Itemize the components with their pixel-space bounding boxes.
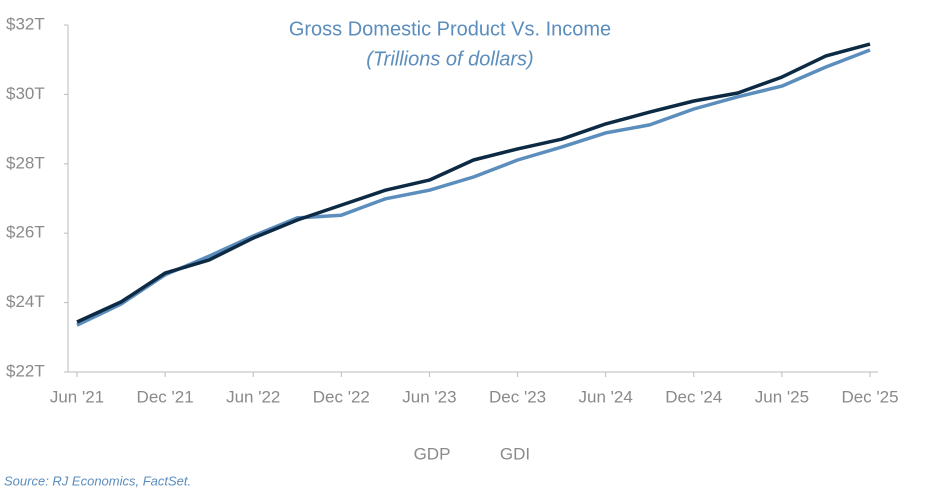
legend-label: GDI <box>500 444 530 463</box>
y-tick-label: $26T <box>6 223 45 242</box>
x-tick-label: Dec '24 <box>665 387 722 406</box>
x-tick-label: Dec '23 <box>489 387 546 406</box>
y-tick-label: $32T <box>6 14 45 33</box>
x-tick-label: Dec '25 <box>841 387 898 406</box>
x-tick-label: Jun '21 <box>50 387 104 406</box>
chart-title: Gross Domestic Product Vs. Income <box>289 18 611 40</box>
x-tick-label: Jun '24 <box>579 387 633 406</box>
x-tick-label: Jun '25 <box>755 387 809 406</box>
x-tick-label: Jun '23 <box>402 387 456 406</box>
x-tick-label: Dec '22 <box>313 387 370 406</box>
chart-subtitle: (Trillions of dollars) <box>366 48 533 70</box>
y-tick-label: $24T <box>6 292 45 311</box>
y-tick-label: $30T <box>6 84 45 103</box>
legend-label: GDP <box>414 444 451 463</box>
y-tick-label: $28T <box>6 153 45 172</box>
y-tick-label: $22T <box>6 361 45 380</box>
series-line <box>76 48 871 327</box>
x-tick-label: Dec '21 <box>137 387 194 406</box>
series-line <box>76 42 871 324</box>
x-tick-label: Jun '22 <box>226 387 280 406</box>
source-note: Source: RJ Economics, FactSet. <box>4 473 191 488</box>
